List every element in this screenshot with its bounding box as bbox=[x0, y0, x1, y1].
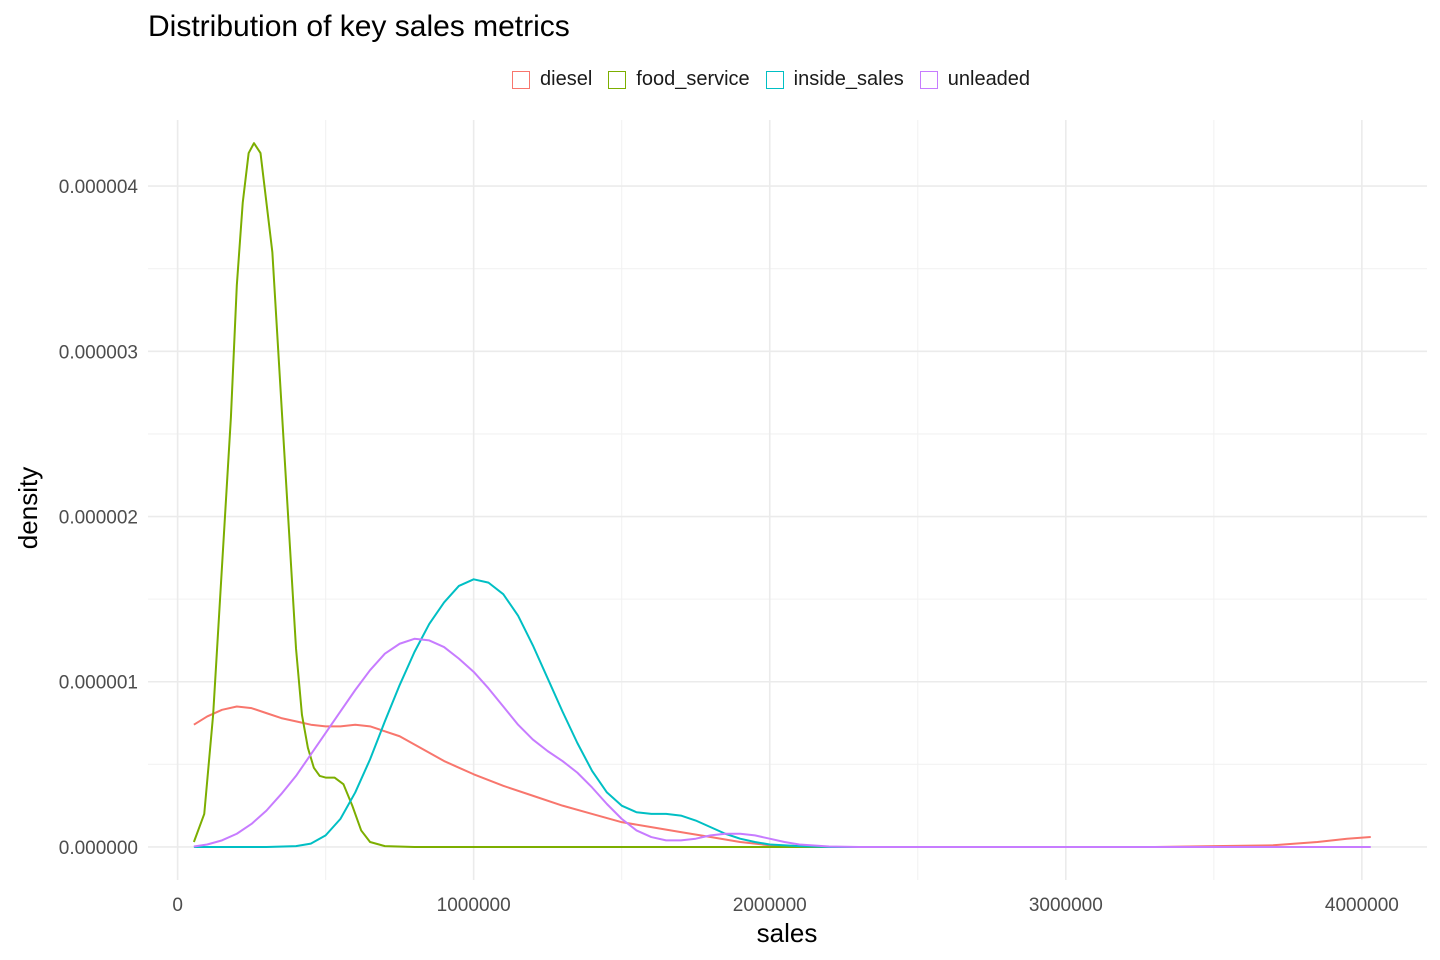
legend-item-diesel: diesel bbox=[512, 68, 592, 91]
legend-item-food-service: food_service bbox=[608, 68, 750, 91]
legend-key-diesel bbox=[512, 70, 530, 89]
legend-item-unleaded: unleaded bbox=[919, 68, 1031, 91]
y-tick-label: 0.000004 bbox=[59, 177, 139, 198]
x-tick-label: 4000000 bbox=[1325, 895, 1399, 916]
legend-key-inside-sales bbox=[765, 70, 784, 89]
legend-key-unleaded bbox=[919, 70, 938, 89]
x-tick-label: 2000000 bbox=[733, 895, 807, 916]
y-tick-label: 0.000002 bbox=[59, 508, 138, 529]
series-line-diesel bbox=[193, 705, 1371, 848]
series-line-inside-sales bbox=[193, 578, 859, 848]
legend-label-inside-sales: inside_sales bbox=[793, 68, 904, 90]
y-tick-label: 0.000003 bbox=[59, 342, 138, 363]
legend-label-food-service: food_service bbox=[636, 68, 750, 90]
x-tick-label: 3000000 bbox=[1029, 895, 1103, 916]
legend-label-unleaded: unleaded bbox=[947, 68, 1031, 90]
legend-item-inside-sales: inside_sales bbox=[765, 68, 904, 91]
series-line-unleaded bbox=[193, 637, 1371, 848]
x-tick-label: 1000000 bbox=[437, 895, 511, 916]
legend-key-food-service bbox=[608, 70, 627, 89]
y-tick-label: 0.000001 bbox=[59, 673, 138, 694]
chart-title: Distribution of key sales metrics bbox=[148, 10, 570, 43]
x-tick-label: 0 bbox=[172, 895, 183, 916]
y-axis-title: density bbox=[13, 467, 43, 549]
legend: diesel food_service inside_sales unleade… bbox=[512, 68, 1046, 91]
series-line-food-service bbox=[192, 142, 859, 848]
legend-label-diesel: diesel bbox=[540, 68, 593, 90]
x-axis-title: sales bbox=[757, 918, 818, 948]
y-tick-label: 0.000000 bbox=[59, 838, 138, 859]
